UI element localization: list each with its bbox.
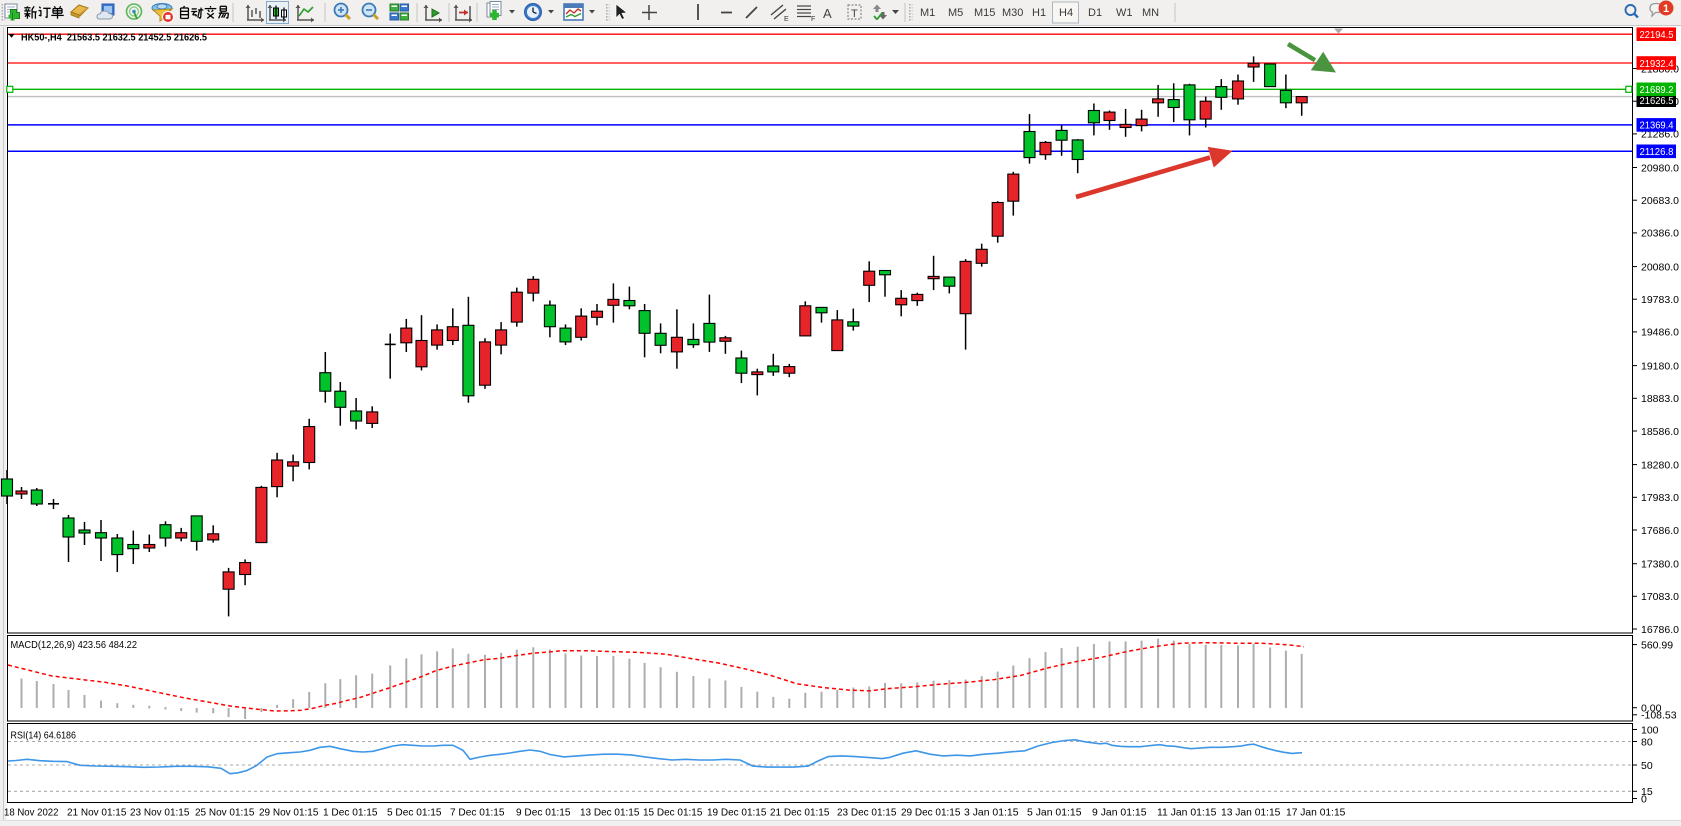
svg-text:H4: H4 bbox=[1059, 7, 1073, 19]
svg-text:T: T bbox=[851, 8, 858, 20]
svg-text:3 Jan 01:15: 3 Jan 01:15 bbox=[964, 807, 1019, 819]
svg-text:20386.0: 20386.0 bbox=[1641, 228, 1679, 240]
svg-text:F: F bbox=[811, 16, 815, 23]
svg-text:19180.0: 19180.0 bbox=[1641, 360, 1679, 372]
svg-text:1 Dec 01:15: 1 Dec 01:15 bbox=[323, 807, 378, 819]
svg-text:20080.0: 20080.0 bbox=[1641, 261, 1679, 273]
svg-text:D1: D1 bbox=[1088, 7, 1102, 19]
svg-text:18 Nov 2022: 18 Nov 2022 bbox=[4, 807, 59, 819]
svg-text:29 Dec 01:15: 29 Dec 01:15 bbox=[901, 807, 961, 819]
svg-text:9 Jan 01:15: 9 Jan 01:15 bbox=[1092, 807, 1147, 819]
svg-text:23 Nov 01:15: 23 Nov 01:15 bbox=[130, 807, 190, 819]
svg-text:21689.2: 21689.2 bbox=[1640, 84, 1674, 96]
svg-text:HK50-,H4 21563.5 21632.5 2145: HK50-,H4 21563.5 21632.5 21452.5 21626.5 bbox=[21, 32, 207, 44]
svg-text:23 Dec 01:15: 23 Dec 01:15 bbox=[837, 807, 897, 819]
svg-text:9 Dec 01:15: 9 Dec 01:15 bbox=[516, 807, 571, 819]
svg-text:1: 1 bbox=[1663, 3, 1669, 15]
svg-text:MN: MN bbox=[1142, 7, 1159, 19]
svg-text:20980.0: 20980.0 bbox=[1641, 162, 1679, 174]
svg-text:13 Dec 01:15: 13 Dec 01:15 bbox=[580, 807, 640, 819]
svg-text:-108.53: -108.53 bbox=[1641, 710, 1677, 722]
svg-text:19 Dec 01:15: 19 Dec 01:15 bbox=[707, 807, 767, 819]
svg-text:11 Jan 01:15: 11 Jan 01:15 bbox=[1157, 807, 1217, 819]
svg-text:100: 100 bbox=[1641, 724, 1659, 736]
svg-text:H1: H1 bbox=[1032, 7, 1046, 19]
svg-text:18586.0: 18586.0 bbox=[1641, 426, 1679, 438]
svg-text:M15: M15 bbox=[974, 7, 995, 19]
svg-text:W1: W1 bbox=[1116, 7, 1133, 19]
svg-text:5 Dec 01:15: 5 Dec 01:15 bbox=[387, 807, 442, 819]
svg-text:21 Dec 01:15: 21 Dec 01:15 bbox=[770, 807, 830, 819]
svg-text:RSI(14) 64.6186: RSI(14) 64.6186 bbox=[11, 730, 77, 742]
svg-text:17983.0: 17983.0 bbox=[1641, 492, 1679, 504]
svg-text:M1: M1 bbox=[920, 7, 935, 19]
svg-text:22194.5: 22194.5 bbox=[1640, 29, 1674, 41]
svg-text:21932.4: 21932.4 bbox=[1640, 58, 1674, 70]
svg-text:13 Jan 01:15: 13 Jan 01:15 bbox=[1221, 807, 1281, 819]
svg-text:15: 15 bbox=[1641, 786, 1653, 798]
svg-text:19486.0: 19486.0 bbox=[1641, 327, 1679, 339]
svg-text:21369.4: 21369.4 bbox=[1640, 120, 1674, 132]
svg-text:20683.0: 20683.0 bbox=[1641, 195, 1679, 207]
svg-text:560.99: 560.99 bbox=[1641, 639, 1673, 651]
svg-text:19783.0: 19783.0 bbox=[1641, 294, 1679, 306]
svg-text:21 Nov 01:15: 21 Nov 01:15 bbox=[67, 807, 127, 819]
svg-text:17083.0: 17083.0 bbox=[1641, 591, 1679, 603]
svg-text:50: 50 bbox=[1641, 760, 1653, 772]
svg-text:29 Nov 01:15: 29 Nov 01:15 bbox=[259, 807, 319, 819]
svg-text:17686.0: 17686.0 bbox=[1641, 525, 1679, 537]
svg-text:25 Nov 01:15: 25 Nov 01:15 bbox=[195, 807, 255, 819]
svg-text:M5: M5 bbox=[948, 7, 963, 19]
svg-text:80: 80 bbox=[1641, 736, 1653, 748]
svg-text:A: A bbox=[823, 6, 832, 21]
svg-text:E: E bbox=[784, 16, 789, 23]
svg-text:18280.0: 18280.0 bbox=[1641, 459, 1679, 471]
svg-text:16786.0: 16786.0 bbox=[1641, 624, 1679, 636]
svg-text:17380.0: 17380.0 bbox=[1641, 559, 1679, 571]
svg-text:15 Dec 01:15: 15 Dec 01:15 bbox=[643, 807, 703, 819]
svg-text:0: 0 bbox=[1641, 793, 1647, 805]
svg-text:7 Dec 01:15: 7 Dec 01:15 bbox=[450, 807, 505, 819]
svg-text:18883.0: 18883.0 bbox=[1641, 393, 1679, 405]
svg-text:MACD(12,26,9) 423.56 484.22: MACD(12,26,9) 423.56 484.22 bbox=[11, 639, 138, 651]
svg-text:21626.5: 21626.5 bbox=[1640, 95, 1674, 107]
svg-text:21126.8: 21126.8 bbox=[1640, 146, 1674, 158]
svg-text:17 Jan 01:15: 17 Jan 01:15 bbox=[1286, 807, 1346, 819]
svg-text:5 Jan 01:15: 5 Jan 01:15 bbox=[1027, 807, 1082, 819]
svg-text:M30: M30 bbox=[1002, 7, 1023, 19]
svg-text:0.00: 0.00 bbox=[1641, 703, 1662, 715]
